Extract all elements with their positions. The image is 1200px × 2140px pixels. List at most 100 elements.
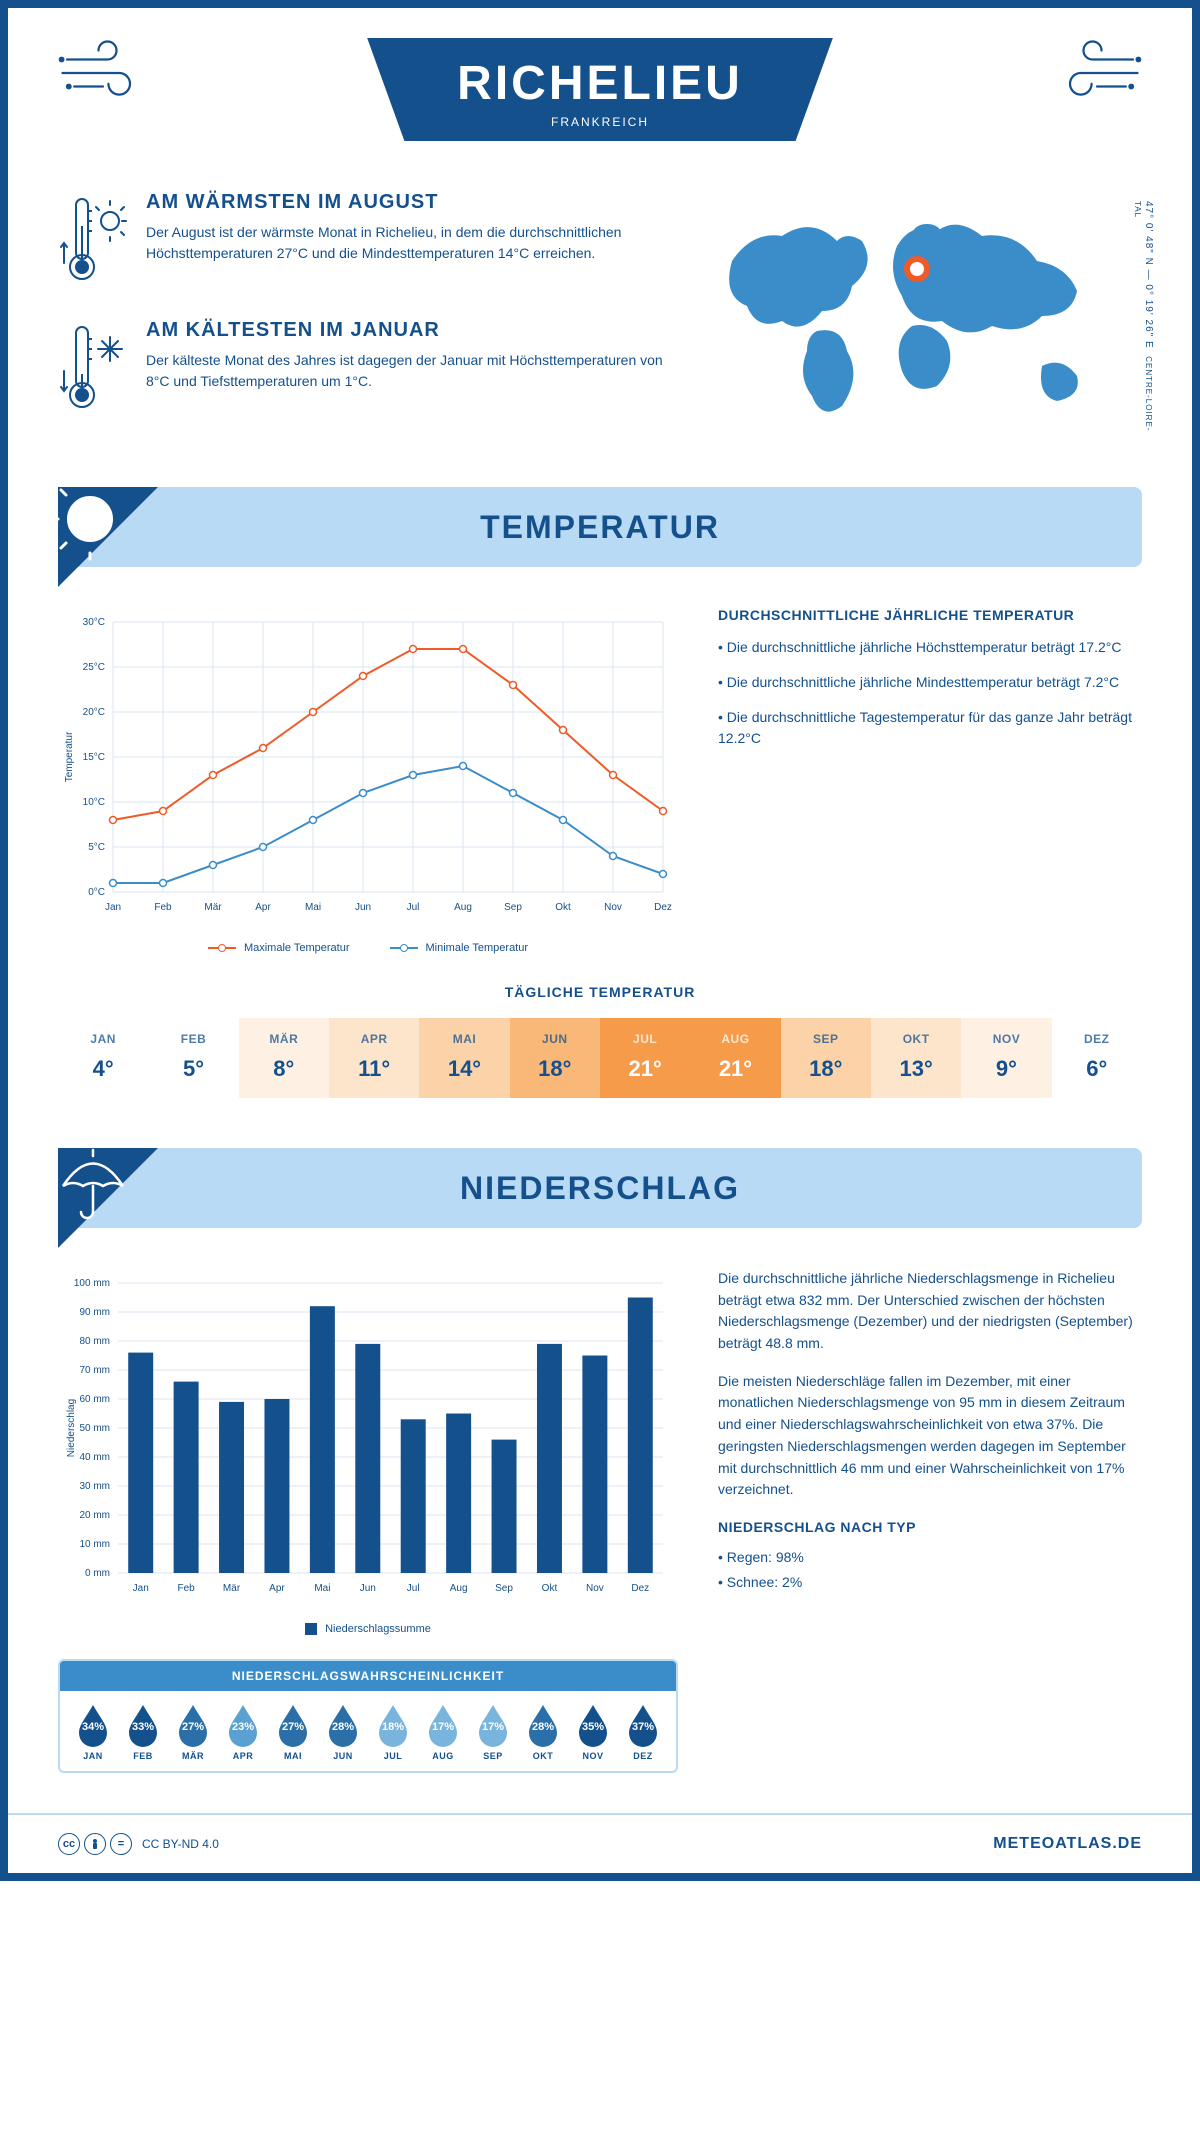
svg-text:Dez: Dez bbox=[631, 1583, 649, 1594]
temp-cell: APR11° bbox=[329, 1018, 419, 1098]
temp-cell: NOV9° bbox=[961, 1018, 1051, 1098]
drop-cell: 28% OKT bbox=[518, 1703, 568, 1761]
fact-title: AM KÄLTESTEN IM JANUAR bbox=[146, 319, 672, 342]
umbrella-icon bbox=[48, 1138, 148, 1238]
sun-icon bbox=[48, 477, 148, 577]
svg-text:Nov: Nov bbox=[604, 902, 622, 913]
svg-text:Okt: Okt bbox=[555, 902, 571, 913]
temp-info-title: DURCHSCHNITTLICHE JÄHRLICHE TEMPERATUR bbox=[718, 607, 1142, 623]
thermometer-sun-icon bbox=[58, 191, 128, 291]
city-title: RICHELIEU bbox=[457, 56, 743, 111]
svg-text:0°C: 0°C bbox=[88, 887, 105, 898]
section-title: TEMPERATUR bbox=[480, 509, 720, 546]
svg-text:40 mm: 40 mm bbox=[79, 1452, 110, 1463]
drop-cell: 17% AUG bbox=[418, 1703, 468, 1761]
precipitation-probability: NIEDERSCHLAGSWAHRSCHEINLICHKEIT 34% JAN … bbox=[58, 1659, 678, 1773]
precip-type: • Schnee: 2% bbox=[718, 1572, 1142, 1594]
temp-cell: MAI14° bbox=[419, 1018, 509, 1098]
svg-text:Jul: Jul bbox=[407, 1583, 420, 1594]
temp-cell: AUG21° bbox=[690, 1018, 780, 1098]
drop-cell: 27% MAI bbox=[268, 1703, 318, 1761]
section-banner-precipitation: NIEDERSCHLAG bbox=[58, 1148, 1142, 1228]
by-icon bbox=[84, 1833, 106, 1855]
license: cc = CC BY-ND 4.0 bbox=[58, 1833, 219, 1855]
svg-text:Aug: Aug bbox=[454, 902, 472, 913]
svg-text:10°C: 10°C bbox=[83, 797, 105, 808]
svg-text:5°C: 5°C bbox=[88, 842, 105, 853]
svg-text:0 mm: 0 mm bbox=[85, 1568, 110, 1579]
svg-text:Sep: Sep bbox=[504, 902, 522, 913]
precip-para: Die durchschnittliche jährliche Niedersc… bbox=[718, 1268, 1142, 1355]
drop-cell: 28% JUN bbox=[318, 1703, 368, 1761]
svg-text:20 mm: 20 mm bbox=[79, 1510, 110, 1521]
temp-cell: JUN18° bbox=[510, 1018, 600, 1098]
temp-bullet: • Die durchschnittliche jährliche Mindes… bbox=[718, 672, 1142, 693]
svg-text:Mai: Mai bbox=[305, 902, 321, 913]
svg-text:10 mm: 10 mm bbox=[79, 1539, 110, 1550]
svg-text:Nov: Nov bbox=[586, 1583, 604, 1594]
svg-text:15°C: 15°C bbox=[83, 752, 105, 763]
daily-temp-title: TÄGLICHE TEMPERATUR bbox=[58, 984, 1142, 1000]
nd-icon: = bbox=[110, 1833, 132, 1855]
svg-text:50 mm: 50 mm bbox=[79, 1423, 110, 1434]
svg-text:70 mm: 70 mm bbox=[79, 1365, 110, 1376]
section-banner-temperature: TEMPERATUR bbox=[58, 487, 1142, 567]
wind-icon bbox=[58, 38, 148, 108]
fact-warmest: AM WÄRMSTEN IM AUGUST Der August ist der… bbox=[58, 191, 672, 291]
svg-text:Apr: Apr bbox=[255, 902, 271, 913]
temp-legend: .legend-item:nth-child(1) .legend-line::… bbox=[58, 942, 678, 954]
svg-text:80 mm: 80 mm bbox=[79, 1336, 110, 1347]
svg-text:Mär: Mär bbox=[204, 902, 222, 913]
temp-bullet: • Die durchschnittliche jährliche Höchst… bbox=[718, 637, 1142, 658]
svg-text:25°C: 25°C bbox=[83, 662, 105, 673]
precip-legend: Niederschlagssumme bbox=[58, 1623, 678, 1635]
svg-text:100 mm: 100 mm bbox=[74, 1278, 110, 1289]
svg-text:30°C: 30°C bbox=[83, 617, 105, 628]
precip-para: Die meisten Niederschläge fallen im Deze… bbox=[718, 1371, 1142, 1501]
svg-text:Okt: Okt bbox=[542, 1583, 558, 1594]
svg-text:60 mm: 60 mm bbox=[79, 1394, 110, 1405]
brand: METEOATLAS.DE bbox=[993, 1835, 1142, 1853]
footer: cc = CC BY-ND 4.0 METEOATLAS.DE bbox=[8, 1813, 1192, 1873]
drop-cell: 33% FEB bbox=[118, 1703, 168, 1761]
fact-title: AM WÄRMSTEN IM AUGUST bbox=[146, 191, 672, 214]
section-title: NIEDERSCHLAG bbox=[460, 1170, 740, 1207]
fact-coldest: AM KÄLTESTEN IM JANUAR Der kälteste Mona… bbox=[58, 319, 672, 419]
svg-text:30 mm: 30 mm bbox=[79, 1481, 110, 1492]
temp-cell: FEB5° bbox=[148, 1018, 238, 1098]
temp-cell: JUL21° bbox=[600, 1018, 690, 1098]
intro-section: AM WÄRMSTEN IM AUGUST Der August ist der… bbox=[8, 161, 1192, 487]
temp-cell: SEP18° bbox=[781, 1018, 871, 1098]
svg-text:Mär: Mär bbox=[223, 1583, 241, 1594]
header: RICHELIEU FRANKREICH bbox=[8, 8, 1192, 161]
svg-text:Temperatur: Temperatur bbox=[64, 731, 75, 782]
prob-title: NIEDERSCHLAGSWAHRSCHEINLICHKEIT bbox=[60, 1661, 676, 1691]
fact-text: Der kälteste Monat des Jahres ist dagege… bbox=[146, 350, 672, 392]
svg-text:Sep: Sep bbox=[495, 1583, 513, 1594]
svg-text:Jun: Jun bbox=[360, 1583, 376, 1594]
svg-text:Feb: Feb bbox=[154, 902, 172, 913]
drop-cell: 34% JAN bbox=[68, 1703, 118, 1761]
svg-text:20°C: 20°C bbox=[83, 707, 105, 718]
temp-cell: MÄR8° bbox=[239, 1018, 329, 1098]
svg-text:Mai: Mai bbox=[314, 1583, 330, 1594]
world-map: 47° 0' 48" N — 0° 19' 26" E CENTRE-LOIRE… bbox=[702, 191, 1142, 447]
svg-text:Niederschlag: Niederschlag bbox=[66, 1399, 77, 1457]
daily-temperature: TÄGLICHE TEMPERATUR JAN4°FEB5°MÄR8°APR11… bbox=[8, 974, 1192, 1148]
svg-text:Jul: Jul bbox=[407, 902, 420, 913]
drop-cell: 23% APR bbox=[218, 1703, 268, 1761]
wind-icon bbox=[1052, 38, 1142, 108]
temp-cell: OKT13° bbox=[871, 1018, 961, 1098]
thermometer-snow-icon bbox=[58, 319, 128, 419]
svg-text:Apr: Apr bbox=[269, 1583, 285, 1594]
country-subtitle: FRANKREICH bbox=[457, 115, 743, 129]
cc-icon: cc bbox=[58, 1833, 80, 1855]
fact-text: Der August ist der wärmste Monat in Rich… bbox=[146, 222, 672, 264]
precip-type-title: NIEDERSCHLAG NACH TYP bbox=[718, 1517, 1142, 1539]
temp-bullet: • Die durchschnittliche Tagestemperatur … bbox=[718, 707, 1142, 749]
svg-text:Jan: Jan bbox=[133, 1583, 149, 1594]
temp-info: DURCHSCHNITTLICHE JÄHRLICHE TEMPERATUR •… bbox=[718, 607, 1142, 954]
precip-info: Die durchschnittliche jährliche Niedersc… bbox=[718, 1268, 1142, 1635]
temperature-line-chart: 0°C5°C10°C15°C20°C25°C30°CJanFebMärAprMa… bbox=[58, 607, 678, 954]
temp-cell: DEZ6° bbox=[1052, 1018, 1142, 1098]
